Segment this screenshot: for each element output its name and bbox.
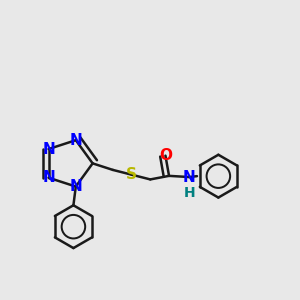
Text: S: S bbox=[126, 167, 137, 182]
Text: N: N bbox=[69, 179, 82, 194]
Text: H: H bbox=[183, 185, 195, 200]
Text: N: N bbox=[69, 133, 82, 148]
Text: O: O bbox=[159, 148, 172, 163]
Text: N: N bbox=[183, 169, 196, 184]
Text: N: N bbox=[42, 142, 55, 157]
Text: N: N bbox=[42, 170, 55, 185]
